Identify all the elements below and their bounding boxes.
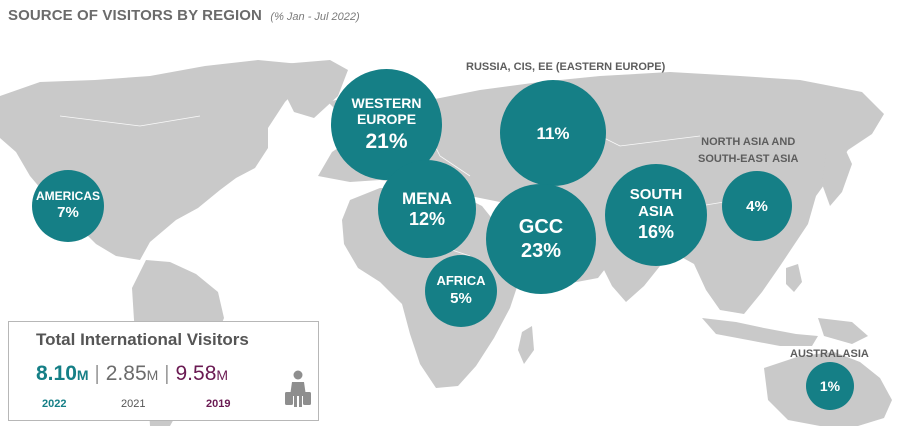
bubble-mena-value: 12%	[408, 208, 446, 229]
bubble-africa-value: 5%	[450, 290, 472, 308]
year-2022-label: 2022	[42, 398, 67, 410]
value-2019: 9.58M	[176, 362, 229, 385]
land-greenland	[282, 60, 348, 118]
land-new-guinea	[818, 318, 868, 344]
page-header: SOURCE OF VISITORS BY REGION (% Jan - Ju…	[8, 7, 360, 25]
value-2022-number: 8.10	[36, 362, 77, 385]
bubble-mena: MENA 12%	[378, 160, 476, 258]
bubble-africa: AFRICA 5%	[425, 255, 497, 327]
bubble-africa-name: AFRICA	[436, 273, 486, 289]
value-2019-number: 9.58	[175, 362, 217, 385]
separator: |	[164, 363, 170, 385]
bubble-western-europe-name: WESTERN EUROPE	[351, 95, 422, 127]
bubble-north-asia: 4%	[722, 171, 792, 241]
bubble-north-asia-value: 4%	[746, 197, 768, 215]
label-australasia: AUSTRALASIA	[790, 348, 869, 360]
label-north-asia-line1: NORTH ASIA AND	[701, 136, 796, 148]
land-madagascar	[518, 326, 534, 364]
bubble-south-asia-value: 16%	[637, 221, 675, 242]
page-subtitle: (% Jan - Jul 2022)	[270, 11, 360, 23]
value-2022-unit: M	[76, 367, 89, 383]
bubble-south-asia: SOUTH ASIA 16%	[605, 164, 707, 266]
bubble-gcc: GCC 23%	[486, 184, 596, 294]
total-visitors-title: Total International Visitors	[36, 330, 249, 349]
traveler-luggage-icon	[285, 370, 311, 407]
bubble-americas: AMERICAS 7%	[32, 170, 104, 242]
land-eurasia	[318, 72, 884, 314]
separator: |	[94, 363, 100, 385]
bubble-russia-value: 11%	[536, 123, 570, 143]
bubble-gcc-value: 23%	[520, 240, 562, 263]
value-2021-unit: M	[146, 367, 159, 383]
bubble-south-asia-name: SOUTH ASIA	[629, 186, 683, 221]
bubble-americas-name: AMERICAS	[35, 189, 100, 204]
bubble-russia: 11%	[500, 80, 606, 186]
total-visitors-panel: Total International Visitors 8.10M | 2.85M…	[8, 321, 319, 421]
label-north-asia-line2: SOUTH-EAST ASIA	[698, 153, 799, 166]
label-north-asia: NORTH ASIA AND SOUTH-EAST ASIA	[698, 134, 798, 168]
bubble-americas-value: 7%	[57, 204, 79, 222]
bubble-gcc-name: GCC	[518, 215, 564, 238]
land-philippines	[786, 264, 802, 292]
total-visitors-values: 8.10M | 2.85M | 9.58M	[36, 362, 228, 386]
land-indonesia	[702, 318, 818, 346]
bubble-australasia-value: 1%	[819, 378, 841, 395]
value-2021-number: 2.85	[105, 362, 147, 385]
value-2019-unit: M	[216, 367, 229, 383]
land-japan	[822, 142, 852, 206]
value-2022: 8.10M	[36, 362, 89, 385]
bubble-mena-name: MENA	[401, 188, 453, 208]
year-2019-label: 2019	[206, 398, 231, 410]
bubble-australasia: 1%	[806, 362, 854, 410]
year-2021-label: 2021	[121, 398, 146, 410]
label-russia: RUSSIA, CIS, EE (EASTERN EUROPE)	[466, 61, 666, 73]
value-2021: 2.85M	[106, 362, 159, 385]
bubble-western-europe-value: 21%	[365, 129, 408, 153]
page-title: SOURCE OF VISITORS BY REGION	[8, 7, 262, 24]
